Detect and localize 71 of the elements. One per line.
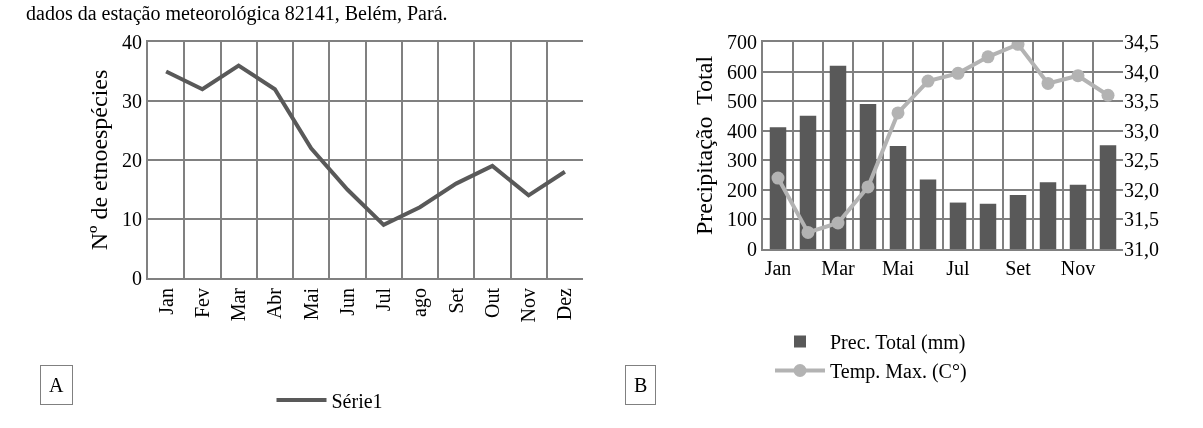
x-tick-label: Mar xyxy=(227,287,250,322)
bar xyxy=(1099,145,1117,249)
x-tick-label: Nov xyxy=(517,288,540,323)
bar xyxy=(799,115,817,249)
y2-tick-label: 33,5 xyxy=(1124,90,1159,113)
y-tick-label: 600 xyxy=(727,60,757,83)
x-tick-label: Mai xyxy=(881,257,915,279)
x-tick-label: Abr xyxy=(263,287,286,320)
point xyxy=(831,216,845,230)
bar xyxy=(769,127,787,249)
text: dados da estação meteorológica 82141, Belém, Pará. xyxy=(26,2,448,25)
x-tick-label: Jul xyxy=(372,287,395,312)
x-tick-label: Out xyxy=(480,287,503,318)
y-tick-label: 0 xyxy=(747,238,757,260)
x-tick-label: Jul xyxy=(946,257,971,279)
y-tick-label: 20 xyxy=(122,149,142,171)
x-tick-label: Set xyxy=(1005,257,1032,279)
legend-label: Série1 xyxy=(331,389,383,412)
x-tick-label: ago xyxy=(408,288,432,317)
legend-label: Prec. Total (mm) xyxy=(830,331,966,355)
y-axis-title: Nº de etnoespécies xyxy=(85,69,112,251)
x-tick-label: Jun xyxy=(335,288,358,316)
y-axis-title: Precipitação Total xyxy=(690,55,717,236)
y2-tick-label: 32,5 xyxy=(1124,149,1159,172)
y-tick-label: 300 xyxy=(727,149,757,172)
point xyxy=(891,106,905,120)
point xyxy=(951,66,965,80)
point xyxy=(981,50,995,64)
y2-tick-label: 31,0 xyxy=(1124,238,1159,260)
point xyxy=(801,225,815,239)
bar xyxy=(889,146,907,249)
point xyxy=(921,74,935,88)
y-tick-label: 30 xyxy=(122,90,142,112)
point xyxy=(771,171,785,185)
line-series xyxy=(164,63,567,227)
x-tick-label: Mar xyxy=(821,257,855,279)
point xyxy=(861,180,875,194)
y2-tick-label: 34,5 xyxy=(1124,31,1159,53)
point xyxy=(1041,76,1055,90)
y2-tick-label: 33,0 xyxy=(1124,119,1159,142)
y-tick-label: 0 xyxy=(132,267,142,289)
bar xyxy=(949,202,967,249)
text: A xyxy=(49,374,64,396)
x-tick-label: Set xyxy=(444,287,467,314)
x-tick-label: Jan xyxy=(154,288,177,315)
bar xyxy=(1039,182,1057,249)
y-tick-label: 700 xyxy=(727,31,757,53)
bar xyxy=(859,104,877,249)
y-tick-label: 100 xyxy=(727,208,757,231)
text: B xyxy=(634,374,648,396)
y-tick-label: 500 xyxy=(727,90,757,113)
x-tick-label: Mai xyxy=(299,287,322,321)
point xyxy=(1101,88,1115,102)
y-tick-label: 10 xyxy=(122,208,142,230)
y2-tick-label: 32,0 xyxy=(1124,178,1159,201)
y-tick-label: 40 xyxy=(122,31,142,53)
y-tick-label: 400 xyxy=(727,119,757,142)
legend-label: Temp. Max. (C°) xyxy=(830,360,967,384)
bar xyxy=(1069,184,1087,249)
y2-tick-label: 34,0 xyxy=(1124,60,1159,83)
x-tick-label: Fev xyxy=(190,288,213,318)
y2-tick-label: 31,5 xyxy=(1124,208,1159,231)
bar xyxy=(979,203,997,249)
y-tick-label: 200 xyxy=(727,178,757,201)
x-tick-label: Nov xyxy=(1060,257,1096,279)
point xyxy=(1071,69,1085,83)
x-tick-label: Dez xyxy=(553,287,576,321)
bar xyxy=(919,179,937,249)
bar xyxy=(829,65,847,249)
x-tick-label: Jan xyxy=(764,257,792,279)
bar xyxy=(1009,194,1027,249)
